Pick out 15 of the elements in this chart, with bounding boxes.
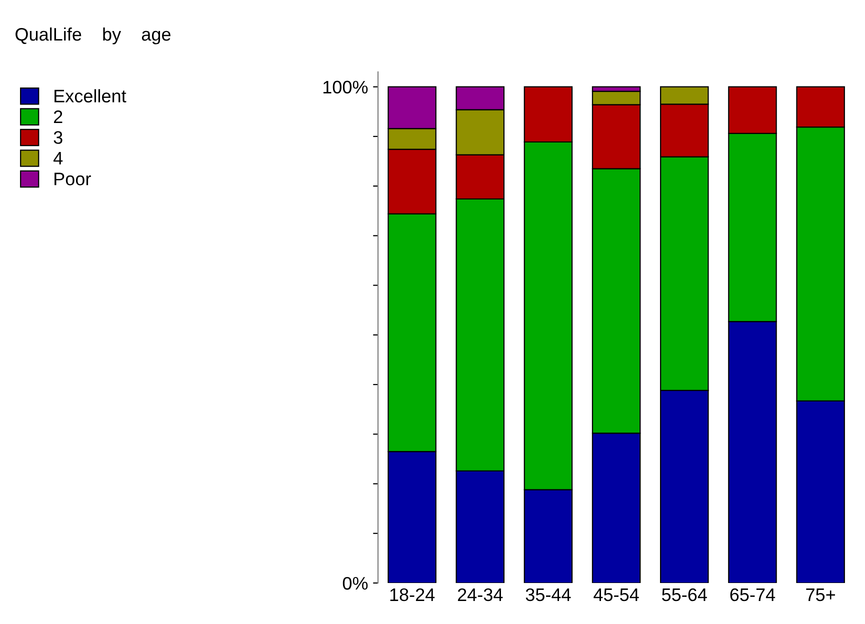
x-tick-label: 65-74	[730, 588, 776, 602]
x-tick-label: 55-64	[662, 588, 707, 602]
x-tick-label: 35-44	[526, 588, 571, 602]
x-tick-label: 45-54	[594, 588, 639, 602]
x-tick-label: 75+	[806, 588, 835, 602]
x-tick-label: 24-34	[458, 588, 503, 602]
legend-label: Excellent	[54, 89, 126, 102]
x-tick-label: 18-24	[390, 588, 435, 602]
text: QualLife by age	[16, 27, 170, 44]
legend-label: Poor	[54, 172, 91, 186]
legend-label: 3	[54, 131, 62, 144]
legend-label: 4	[53, 152, 63, 164]
legend-label: 2	[54, 110, 62, 123]
y-tick-label: 0%	[342, 576, 368, 590]
y-tick-label: 100%	[323, 80, 368, 94]
